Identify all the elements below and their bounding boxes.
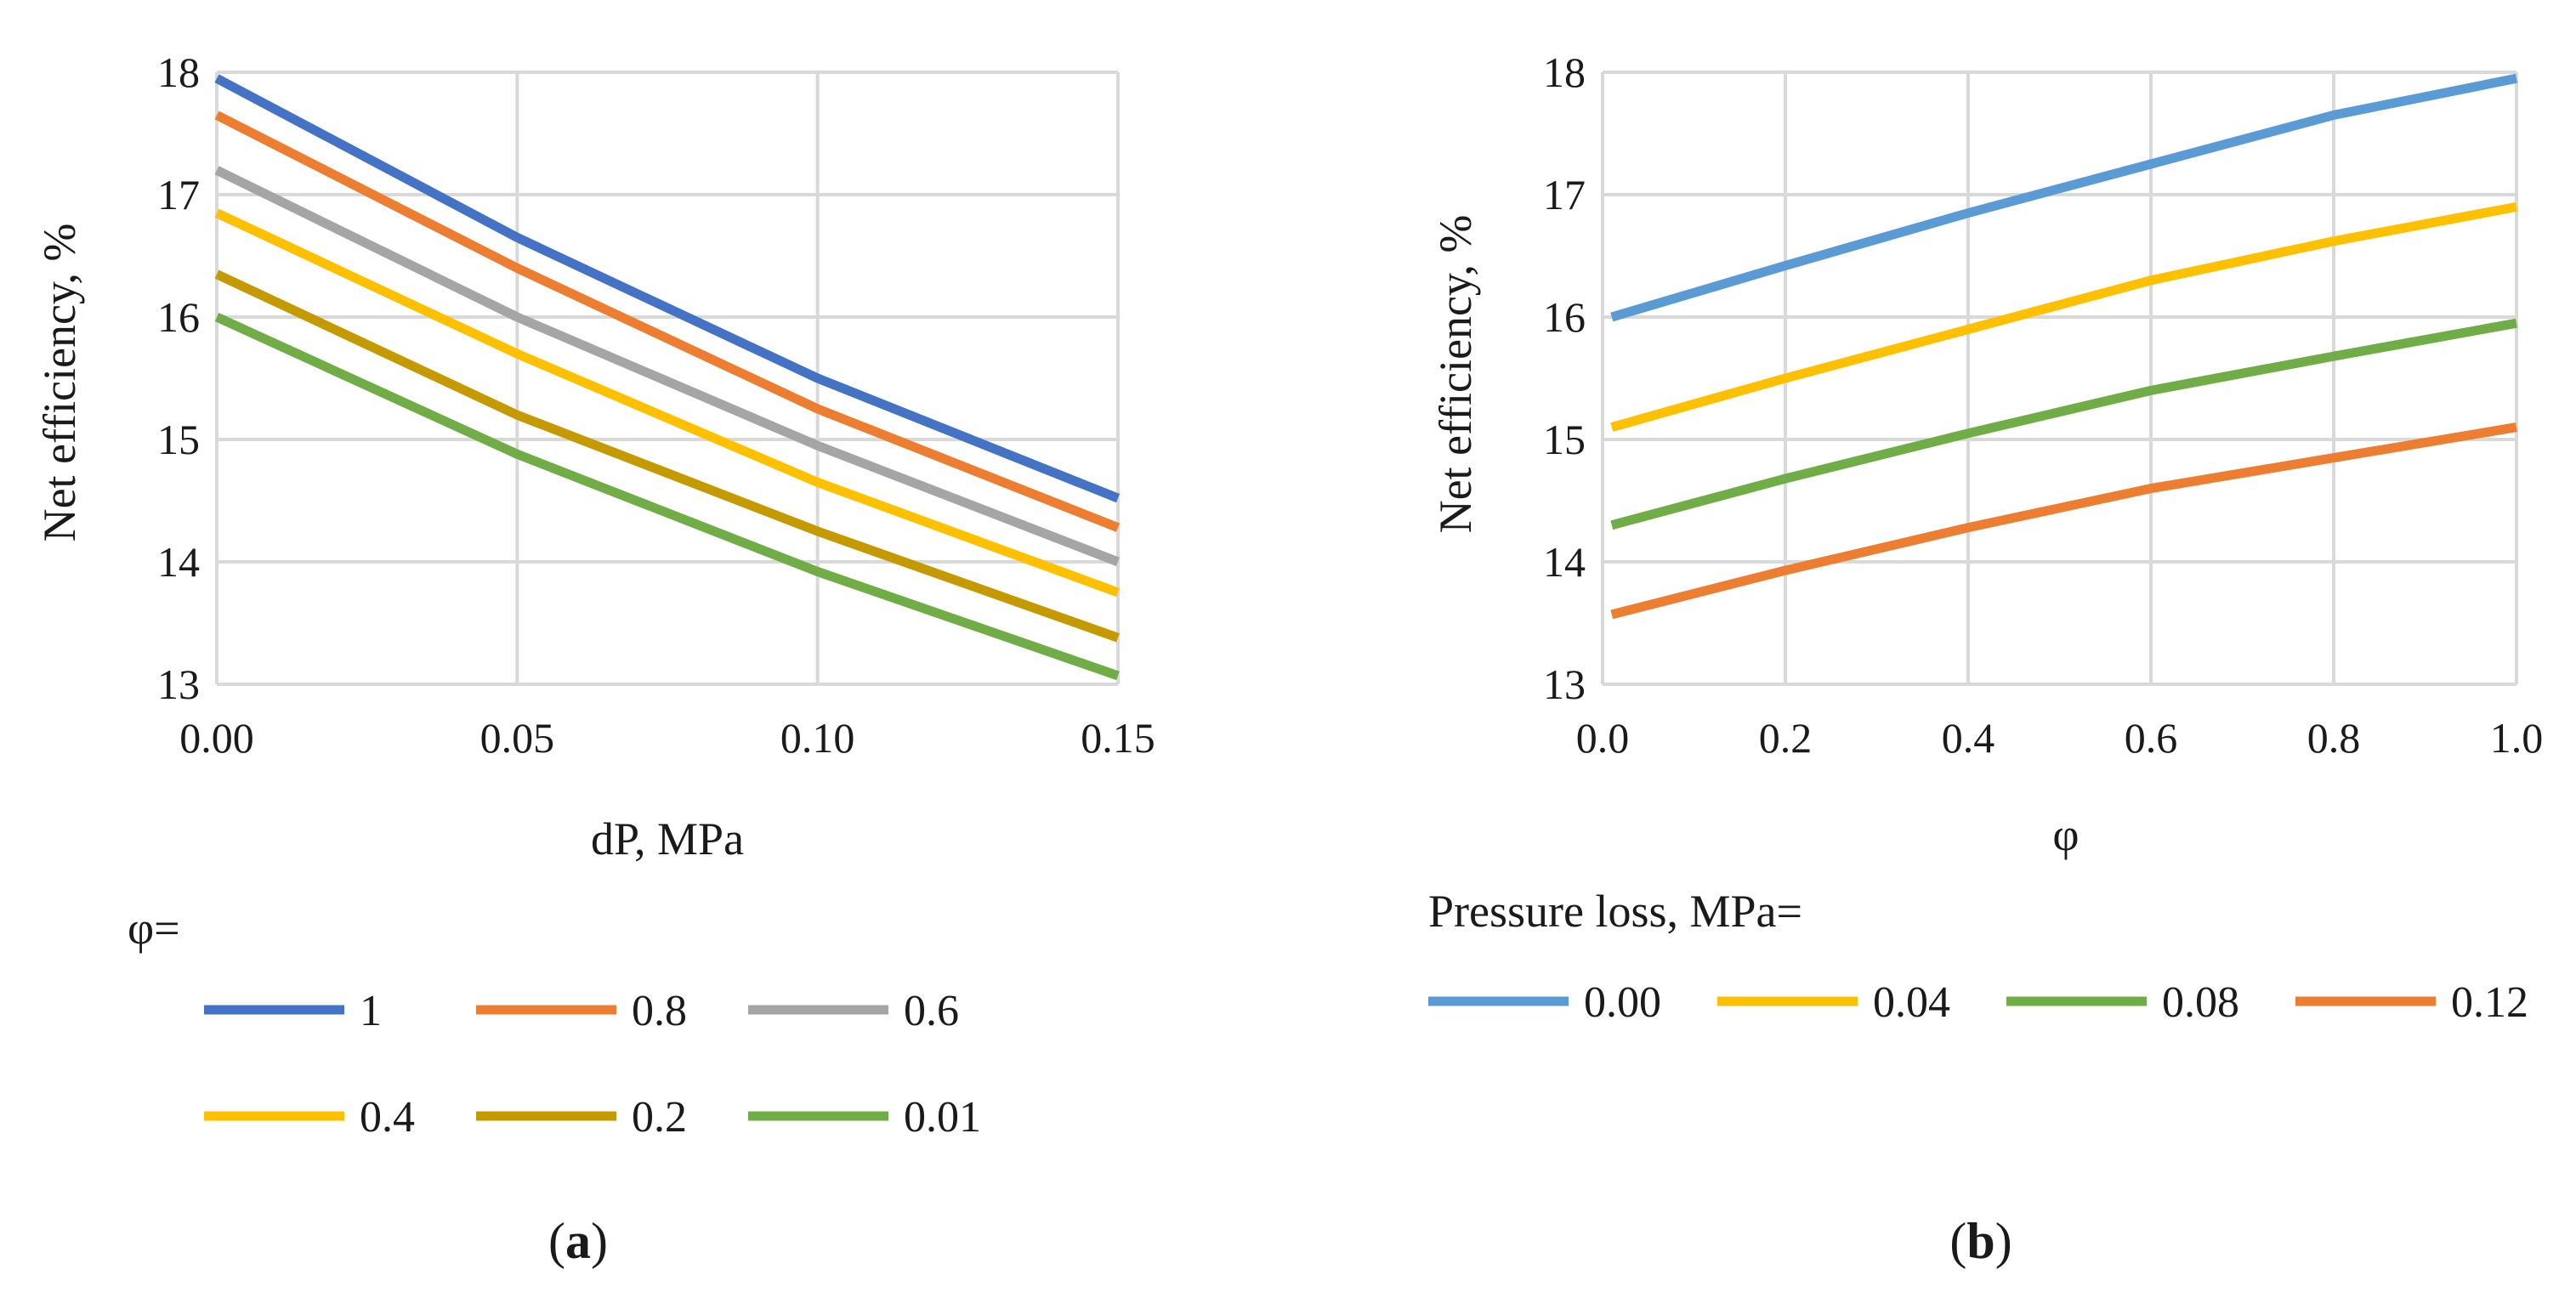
- panel-b-series-line-0.12: [1610, 422, 2517, 620]
- panel-b-y-tick-labels: 13 14 15 16 17 18: [1543, 48, 1586, 708]
- panel-a-series-line-0.4: [214, 208, 1120, 598]
- panel-b-y-tick-label: 15: [1543, 416, 1586, 463]
- panel-b-x-tick-label: 0.4: [1942, 714, 1995, 762]
- panel-b-series-line-0.00: [1610, 73, 2518, 322]
- panel-a-legend-label-0.8: 0.8: [632, 987, 687, 1035]
- panel-a-x-tick-label: 0.05: [480, 714, 555, 762]
- panel-b-y-tick-label: 13: [1543, 660, 1586, 708]
- panel-a-y-tick-label: 14: [157, 538, 200, 586]
- panel-a-y-tick-label: 16: [157, 293, 200, 341]
- panel-a-x-axis-title: dP, MPa: [591, 813, 744, 864]
- panel-a-legend-label-0.4: 0.4: [360, 1093, 415, 1142]
- panel-a-legend-label-0.01: 0.01: [904, 1093, 981, 1142]
- panel-b-legend-label-0.00: 0.00: [1584, 978, 1661, 1027]
- panel-b-x-tick-labels: 0.0 0.2 0.4 0.6 0.8 1.0: [1576, 714, 2544, 762]
- panel-a-y-tick-label: 18: [157, 48, 200, 96]
- panel-a-x-tick-label: 0.00: [179, 714, 254, 762]
- chart-panel-b: 13 14 15 16 17 18 0.0 0.2 0.4 0.6 0.8 1.0 φ Net ef…: [1428, 48, 2543, 1269]
- panel-a-series-lines: [214, 74, 1121, 681]
- panel-a-legend: 1 0.8 0.6 0.4 0.2 0.01: [204, 987, 981, 1142]
- panel-b-series-line-0.08: [1610, 318, 2517, 530]
- panel-a-legend-label-0.6: 0.6: [904, 987, 959, 1035]
- panel-a-legend-label-0.2: 0.2: [632, 1093, 687, 1142]
- panel-a-y-tick-labels: 13 14 15 16 17 18: [157, 48, 200, 708]
- panel-b-y-tick-label: 18: [1543, 48, 1586, 96]
- panel-a-legend-label-1: 1: [360, 987, 382, 1035]
- panel-b-label: (b): [1949, 1213, 2011, 1269]
- panel-b-series-line-0.04: [1610, 201, 2518, 432]
- panel-a-y-tick-label: 13: [157, 660, 200, 708]
- panel-a-label: (a): [548, 1213, 608, 1269]
- panel-a-series-line-0.01: [214, 312, 1120, 681]
- panel-b-series-lines: [1610, 73, 2518, 620]
- panel-b-legend-label-0.04: 0.04: [1873, 978, 1950, 1027]
- panel-b-y-tick-label: 17: [1543, 171, 1586, 218]
- panel-b-x-tick-label: 0.8: [2307, 714, 2361, 762]
- panel-b-legend-title: Pressure loss, MPa=: [1428, 886, 1802, 937]
- panel-b-x-tick-label: 0.0: [1576, 714, 1630, 762]
- panel-a-series-line-1: [214, 74, 1121, 503]
- panel-b-legend-label-0.08: 0.08: [2162, 978, 2239, 1027]
- panel-b-legend: 0.00 0.04 0.08 0.12: [1428, 978, 2528, 1027]
- panel-b-x-axis-title: φ: [2052, 809, 2079, 860]
- panel-a-series-line-0.2: [214, 269, 1120, 643]
- panel-b-y-tick-label: 14: [1543, 538, 1586, 586]
- panel-a-x-tick-labels: 0.00 0.05 0.10 0.15: [179, 714, 1155, 762]
- panel-a-series-line-0.8: [214, 110, 1121, 532]
- panel-b-y-tick-label: 16: [1543, 293, 1586, 341]
- panel-a-series-line-0.6: [214, 166, 1120, 567]
- panel-b-x-tick-label: 1.0: [2490, 714, 2544, 762]
- panel-b-legend-label-0.12: 0.12: [2451, 978, 2528, 1027]
- panel-a-y-axis-title: Net efficiency, %: [34, 224, 85, 542]
- chart-panel-a: 13 14 15 16 17 18 0.00 0.05 0.10 0.15 dP, MPa Ne…: [34, 48, 1155, 1269]
- panel-b-y-axis-title: Net efficiency, %: [1430, 215, 1481, 534]
- panel-a-y-tick-label: 15: [157, 416, 200, 463]
- panel-a-legend-title: φ=: [128, 903, 180, 954]
- panel-b-x-tick-label: 0.2: [1759, 714, 1813, 762]
- panel-a-y-tick-label: 17: [157, 171, 200, 218]
- panel-b-gridlines: [1601, 71, 2518, 686]
- panel-a-x-tick-label: 0.15: [1081, 714, 1155, 762]
- panel-a-x-tick-label: 0.10: [780, 714, 855, 762]
- panel-b-x-tick-label: 0.6: [2125, 714, 2178, 762]
